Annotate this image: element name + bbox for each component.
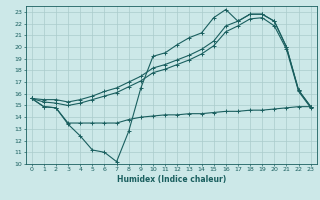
X-axis label: Humidex (Indice chaleur): Humidex (Indice chaleur) bbox=[116, 175, 226, 184]
